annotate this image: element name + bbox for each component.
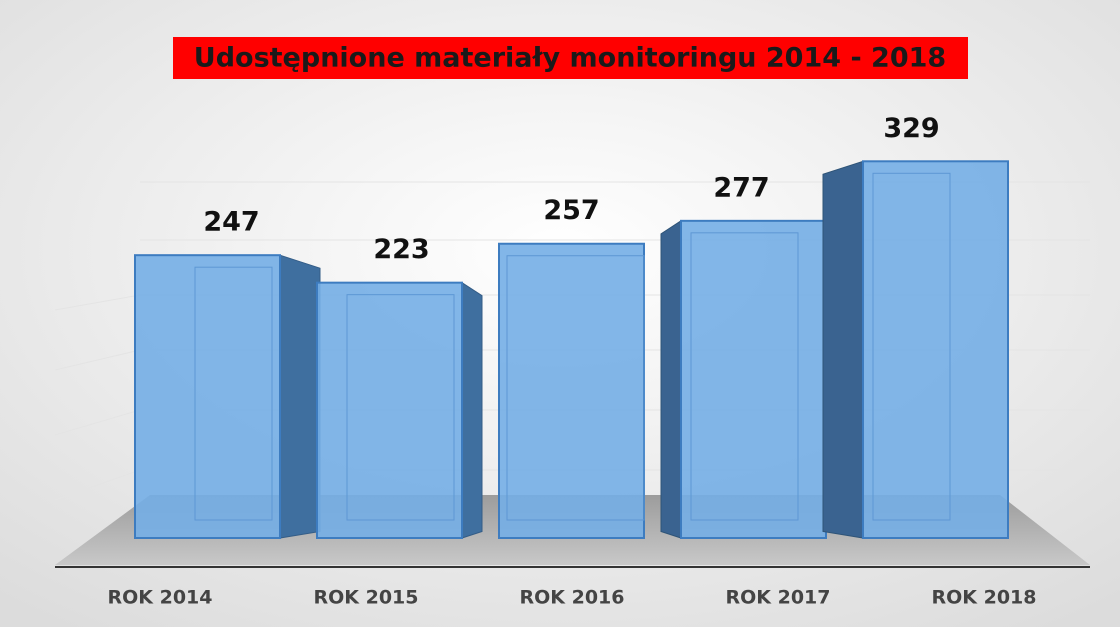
- bar: [862, 160, 1009, 539]
- x-tick-label: ROK 2018: [931, 587, 1036, 609]
- value-label: 277: [713, 172, 769, 203]
- x-tick-label: ROK 2016: [519, 587, 624, 609]
- x-tick-label: ROK 2014: [107, 587, 212, 609]
- bar-inner-edge: [506, 255, 645, 521]
- bar-side: [461, 281, 483, 539]
- value-label: 257: [543, 195, 599, 226]
- value-label: 329: [883, 113, 939, 144]
- bar: [680, 219, 827, 540]
- x-tick-label: ROK 2017: [725, 587, 830, 609]
- bar: [134, 254, 281, 539]
- bar-side: [279, 254, 321, 539]
- value-label: 247: [203, 207, 259, 238]
- bar-inner-edge: [346, 294, 455, 521]
- x-tick-label: ROK 2015: [313, 587, 418, 609]
- bar-inner-edge: [872, 172, 951, 521]
- title-box: [173, 37, 968, 79]
- bar-inner-edge: [690, 232, 799, 521]
- bar-side: [822, 160, 864, 539]
- bar-inner-edge: [194, 266, 273, 521]
- bar: [316, 281, 463, 540]
- chart-title: Udostępnione materiały monitoringu 2014 …: [194, 43, 946, 74]
- bar-side: [660, 219, 682, 539]
- value-label: 223: [373, 234, 429, 265]
- bar: [498, 242, 645, 540]
